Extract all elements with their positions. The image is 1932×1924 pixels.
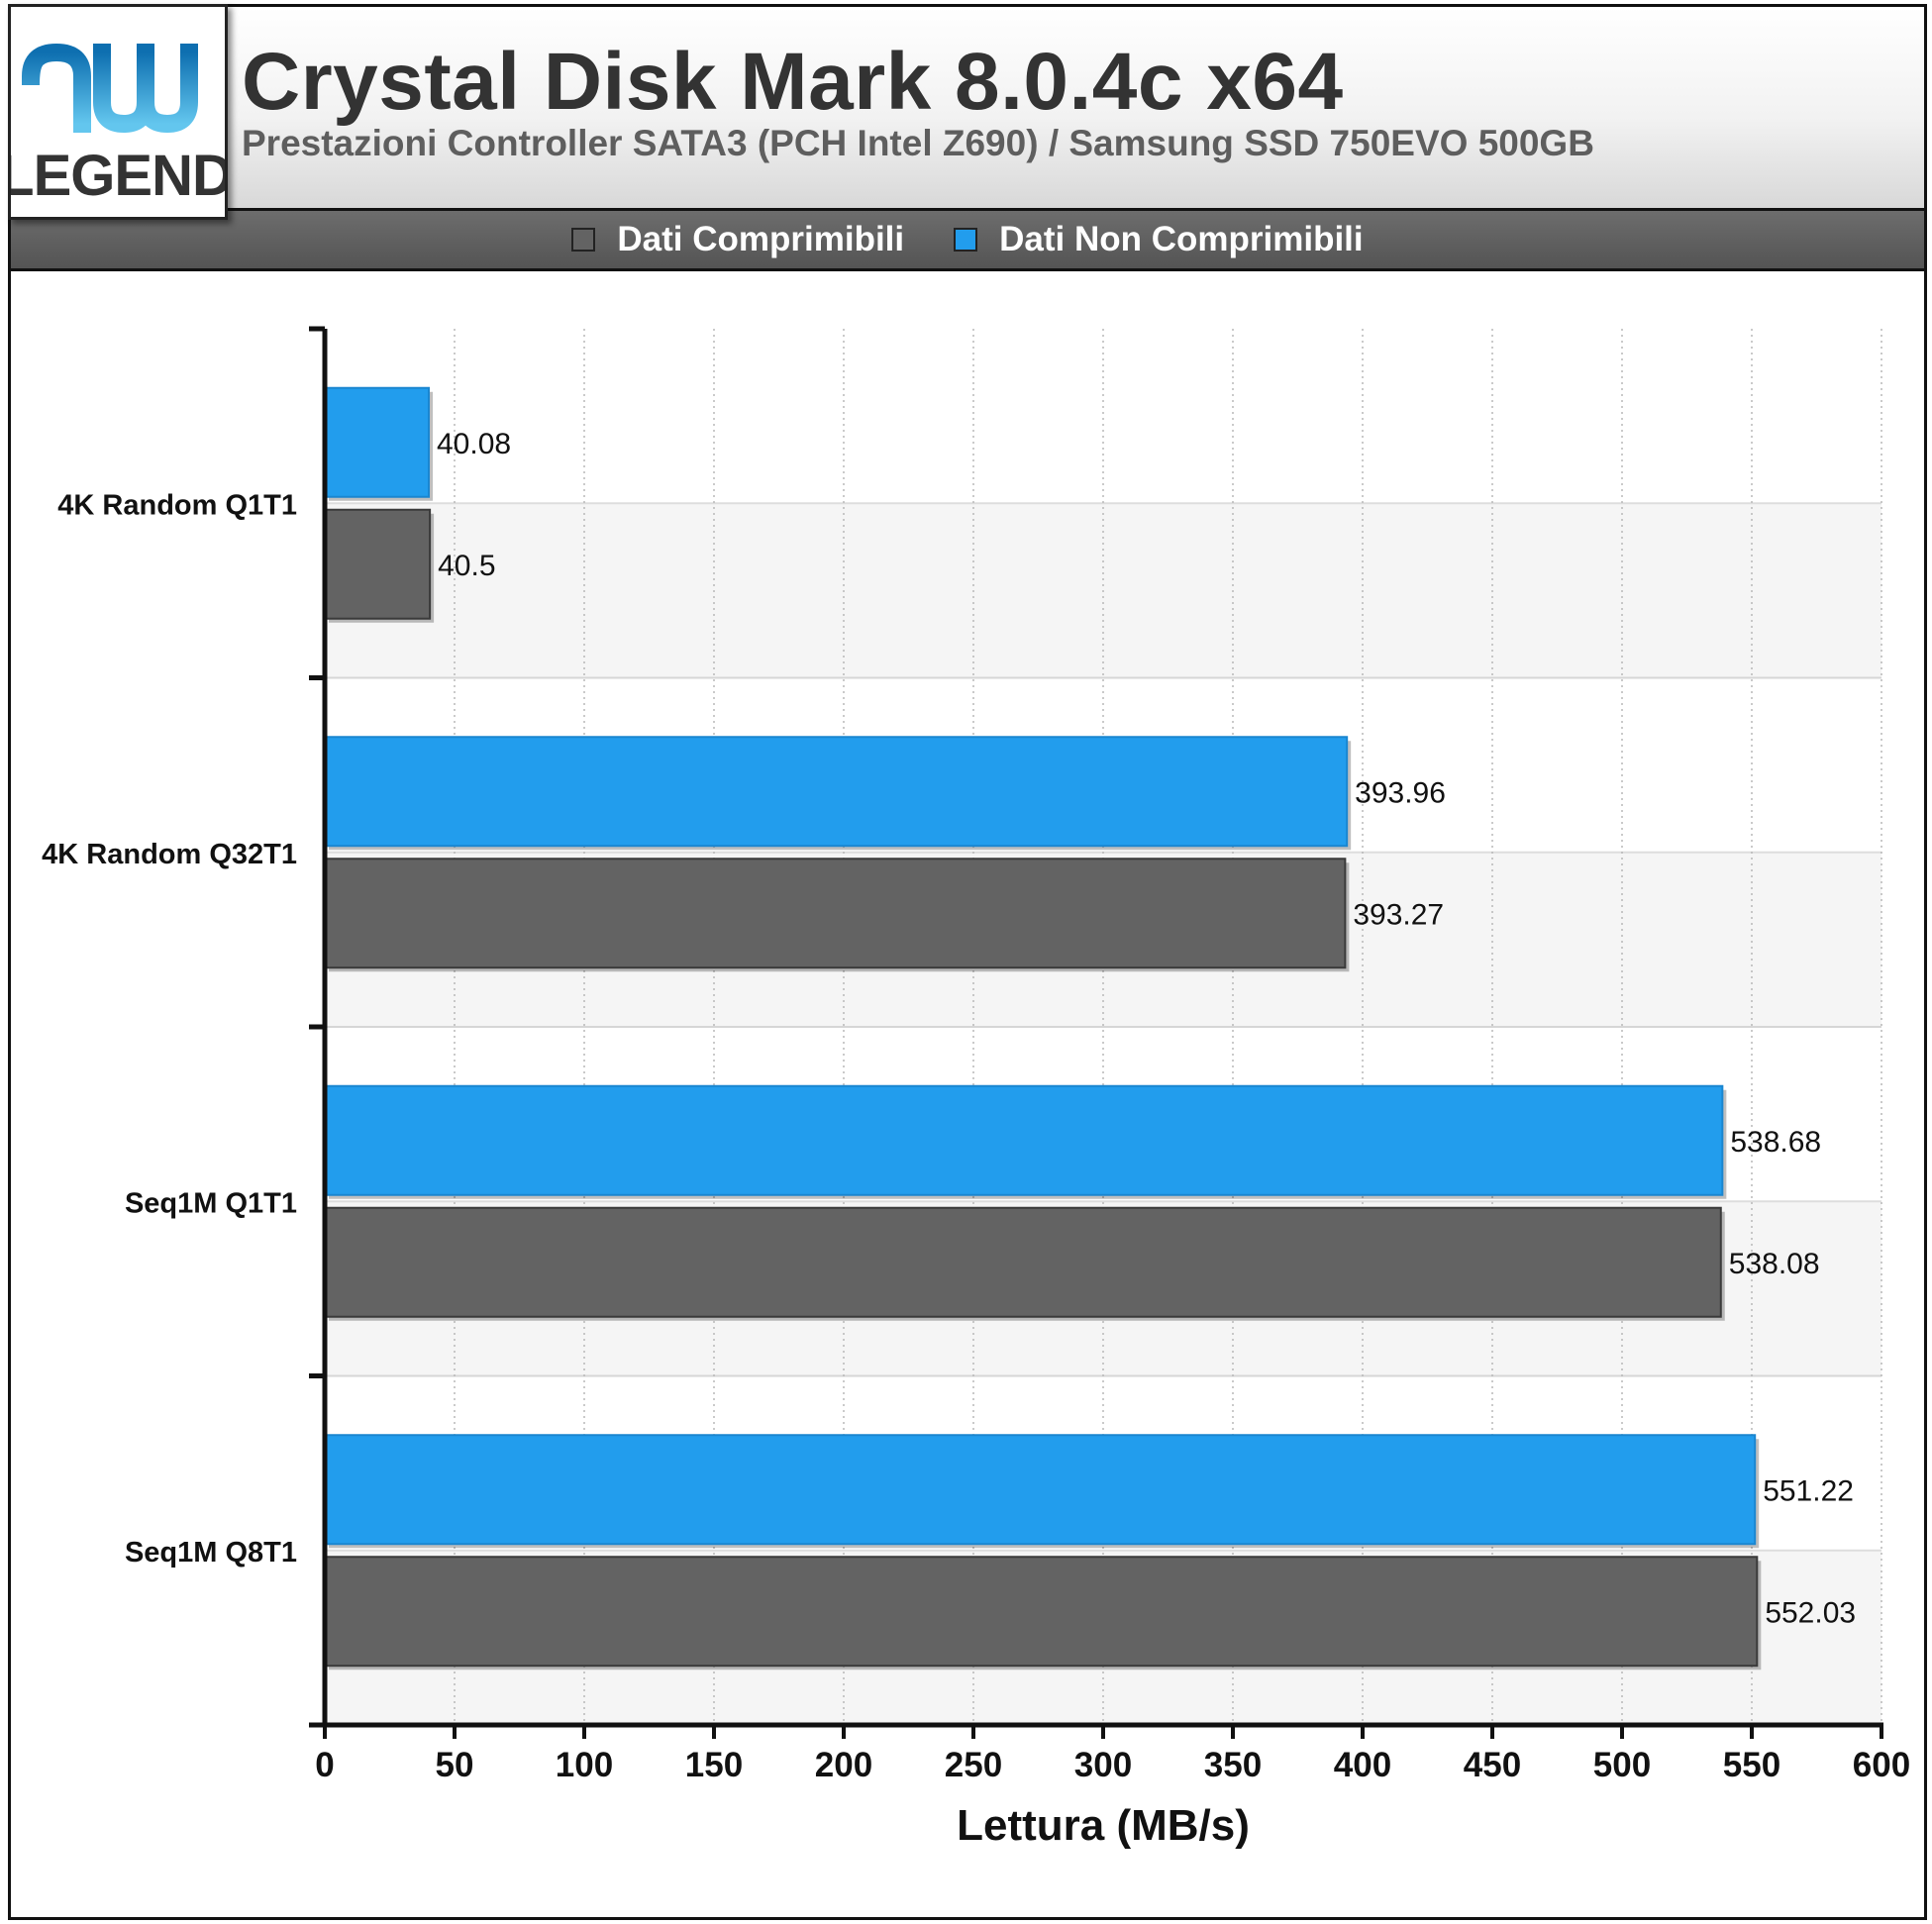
- chart-title: Crystal Disk Mark 8.0.4c x64: [242, 37, 1344, 127]
- legend-label-non-comprimibili: Dati Non Comprimibili: [999, 220, 1364, 258]
- hwlegend-logo-icon: LEGEND: [0, 12, 234, 208]
- data-label: 40.08: [437, 428, 511, 460]
- data-label: 551.22: [1763, 1474, 1854, 1507]
- x-tick-label: 150: [685, 1746, 743, 1784]
- x-tick-label: 0: [315, 1746, 334, 1784]
- category-label: Seq1M Q1T1: [125, 1187, 297, 1219]
- legend-label-comprimibili: Dati Comprimibili: [617, 220, 905, 258]
- bar-non-comprimibili: [324, 1084, 1724, 1196]
- bar-comprimibili: [324, 1556, 1759, 1668]
- x-tick-label: 200: [815, 1746, 872, 1784]
- x-tick-label: 550: [1723, 1746, 1780, 1784]
- x-tick-label: 300: [1074, 1746, 1132, 1784]
- bar-comprimibili: [324, 858, 1347, 969]
- x-tick-label: 500: [1593, 1746, 1651, 1784]
- legend-swatch-comprimibili: [571, 228, 596, 252]
- category-label: 4K Random Q32T1: [42, 839, 297, 870]
- legend-entry-comprimibili[interactable]: Dati Comprimibili: [561, 220, 914, 259]
- x-tick-label: 350: [1204, 1746, 1262, 1784]
- category-label: 4K Random Q1T1: [57, 489, 297, 521]
- bar-comprimibili: [324, 1206, 1722, 1318]
- x-tick-label: 100: [556, 1746, 613, 1784]
- data-label: 538.08: [1729, 1248, 1820, 1280]
- data-label: 393.96: [1355, 776, 1446, 809]
- band-bg: [325, 329, 1881, 504]
- bar-comprimibili: [324, 508, 432, 620]
- x-tick-label: 600: [1853, 1746, 1910, 1784]
- legend-entry-non-comprimibili[interactable]: Dati Non Comprimibili: [944, 220, 1373, 259]
- logo-text: LEGEND: [11, 144, 225, 208]
- data-label: 552.03: [1765, 1596, 1856, 1629]
- logo: LEGEND: [0, 4, 234, 220]
- header-band: [8, 4, 1927, 208]
- data-label: 393.27: [1353, 898, 1444, 931]
- legend-swatch-non-comprimibili: [954, 228, 978, 252]
- x-tick-label: 50: [436, 1746, 474, 1784]
- bar-non-comprimibili: [324, 736, 1349, 848]
- legend: Dati Comprimibili Dati Non Comprimibili: [8, 208, 1927, 271]
- bar-non-comprimibili: [324, 386, 431, 498]
- bar-non-comprimibili: [324, 1434, 1757, 1546]
- chart-subtitle: Prestazioni Controller SATA3 (PCH Intel …: [242, 123, 1594, 163]
- x-tick-label: 250: [945, 1746, 1002, 1784]
- x-tick-label: 400: [1334, 1746, 1391, 1784]
- x-tick-label: 450: [1464, 1746, 1521, 1784]
- data-label: 538.68: [1730, 1126, 1821, 1159]
- x-axis-title: Lettura (MB/s): [957, 1801, 1250, 1850]
- category-label: Seq1M Q8T1: [125, 1537, 297, 1569]
- data-label: 40.5: [438, 550, 495, 582]
